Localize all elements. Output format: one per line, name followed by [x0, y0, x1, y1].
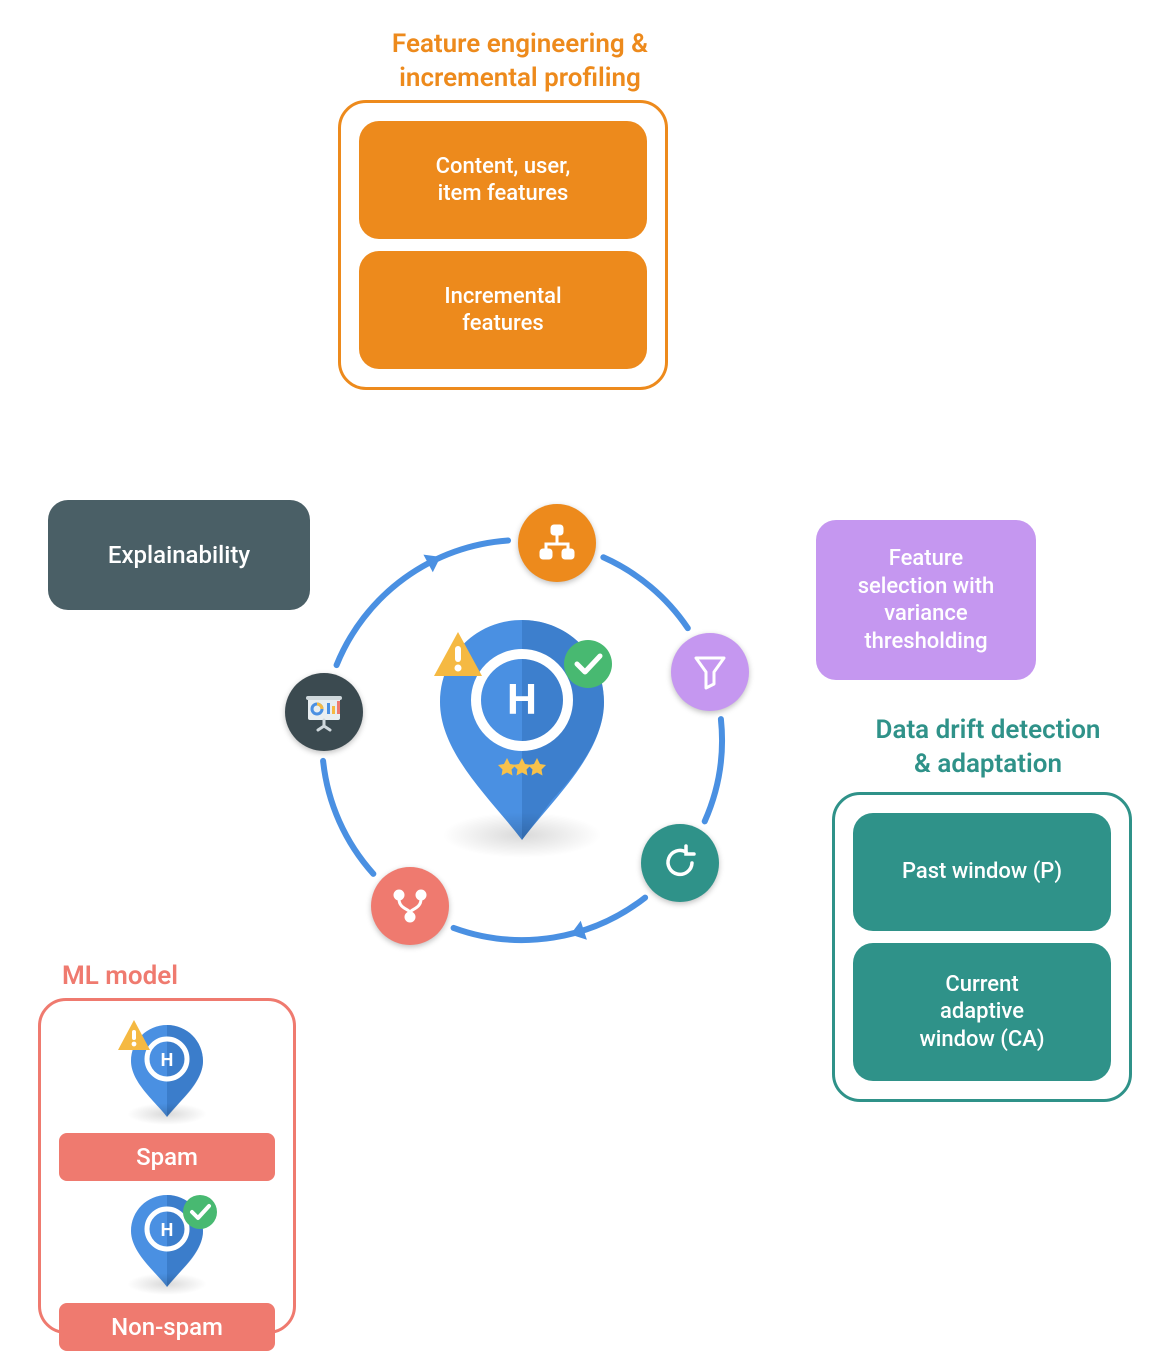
pin-letter: H	[507, 676, 537, 725]
feature-eng-title: Feature engineering & incremental profil…	[335, 28, 705, 96]
cycle-node-drift	[641, 824, 719, 902]
hierarchy-icon	[536, 522, 578, 564]
funnel-icon	[690, 652, 730, 692]
cycle-node-feature_eng	[518, 504, 596, 582]
presentation-icon	[302, 690, 346, 734]
check-icon	[181, 1193, 219, 1231]
branch-icon	[389, 885, 431, 927]
data-drift-group: Past window (P) Current adaptive window …	[832, 792, 1132, 1102]
cycle-node-ml_model	[371, 867, 449, 945]
feature-eng-group: Content, user, item features Incremental…	[338, 100, 668, 390]
feature-eng-pill-2: Incremental features	[359, 251, 647, 369]
rotate-icon	[659, 842, 701, 884]
svg-text:H: H	[161, 1050, 174, 1071]
cycle-node-feature_sel	[671, 633, 749, 711]
ml-pin-spam: H	[107, 1017, 227, 1127]
ml-model-group: H Spam H Non-spam	[38, 998, 296, 1334]
feature-eng-pill-1: Content, user, item features	[359, 121, 647, 239]
check-icon	[562, 638, 614, 690]
warn-icon	[115, 1017, 153, 1055]
center-pin: H	[412, 608, 632, 868]
feature-selection-box: Feature selection with variance threshol…	[816, 520, 1036, 680]
ml-model-title: ML model	[62, 960, 262, 994]
warn-icon	[430, 628, 486, 684]
data-drift-pill-2: Current adaptive window (CA)	[853, 943, 1111, 1081]
ml-bar-spam: Spam	[59, 1133, 275, 1181]
explainability-box: Explainability	[48, 500, 310, 610]
cycle-node-explain	[285, 673, 363, 751]
ml-bar-nonspam: Non-spam	[59, 1303, 275, 1351]
svg-text:H: H	[161, 1220, 174, 1241]
data-drift-pill-1: Past window (P)	[853, 813, 1111, 931]
data-drift-title: Data drift detection & adaptation	[828, 714, 1148, 782]
ml-pin-nonspam: H	[107, 1187, 227, 1297]
